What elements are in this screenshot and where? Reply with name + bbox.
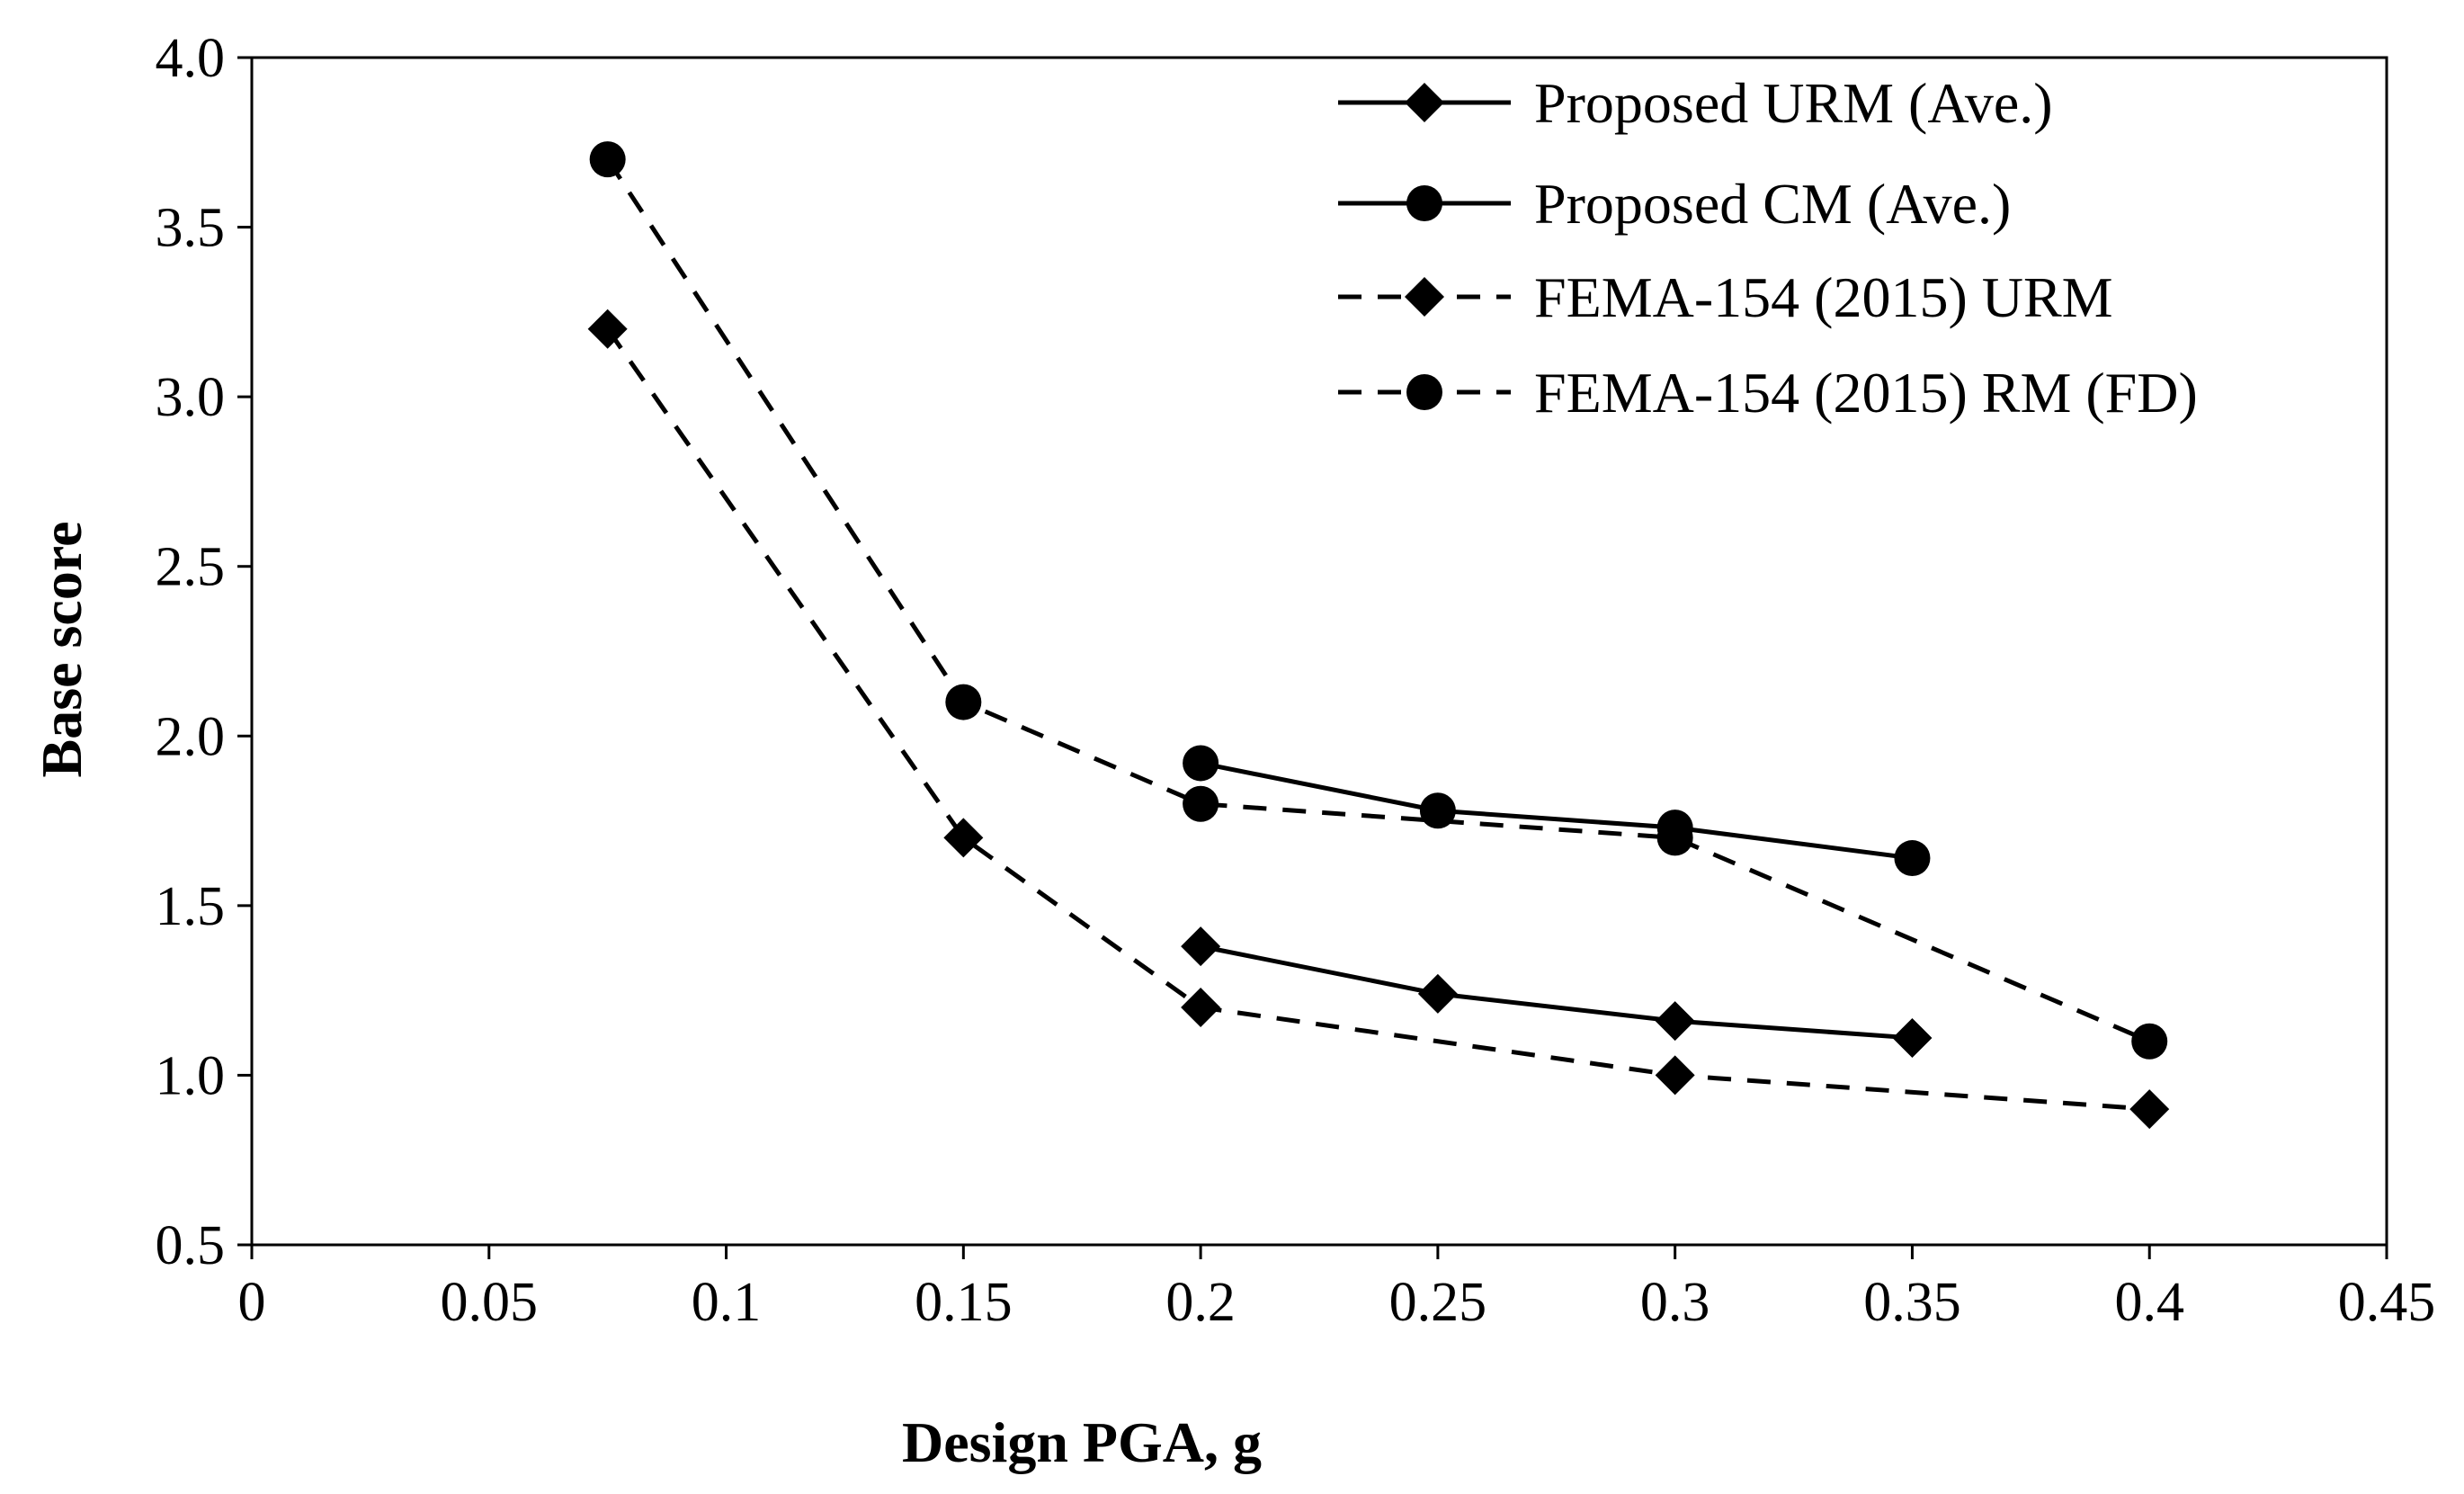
y-tick-label: 2.5 — [156, 537, 226, 598]
data-point — [2129, 1089, 2170, 1130]
data-point — [1417, 973, 1458, 1014]
data-point — [2131, 1023, 2168, 1060]
plot-area-border — [250, 56, 2388, 1247]
data-point — [1181, 988, 1221, 1027]
data-point — [1892, 1017, 1933, 1058]
legend-item: FEMA-154 (2015) RM (FD) — [1338, 361, 2198, 425]
series-line — [1200, 944, 1913, 1041]
data-point — [589, 141, 626, 178]
x-tick-label: 0.35 — [1863, 1272, 1961, 1333]
x-tick-label: 0.3 — [1640, 1272, 1710, 1333]
x-tick-label: 0.45 — [2338, 1272, 2436, 1333]
data-point — [1655, 1055, 1695, 1096]
x-tick-label: 0.4 — [2114, 1272, 2184, 1333]
series-1 — [1181, 926, 1933, 1058]
legend-marker — [1406, 374, 1442, 410]
x-tick-label: 0.15 — [915, 1272, 1013, 1333]
x-axis-title: Design PGA, g — [902, 1410, 1262, 1474]
legend-label: FEMA-154 (2015) RM (FD) — [1534, 361, 2198, 425]
data-point — [1894, 840, 1931, 877]
data-point — [945, 684, 982, 720]
data-point — [1183, 745, 1219, 782]
legend-marker — [1406, 185, 1442, 221]
y-tick-label: 3.0 — [156, 367, 226, 428]
data-point — [1181, 926, 1221, 967]
legend-item: FEMA-154 (2015) URM — [1338, 265, 2113, 329]
data-point — [587, 309, 628, 349]
series-line — [1200, 761, 1913, 861]
series-3 — [587, 309, 2170, 1130]
legend: Proposed URM (Ave.) Proposed CM (Ave.) FEM… — [1338, 71, 2198, 425]
legend-label: Proposed URM (Ave.) — [1534, 71, 2053, 135]
legend-label: FEMA-154 (2015) URM — [1534, 265, 2113, 329]
legend-marker — [1405, 277, 1444, 317]
y-tick-label: 2.0 — [156, 706, 226, 767]
data-point — [1183, 785, 1219, 822]
x-tick-label: 0.2 — [1165, 1272, 1236, 1333]
legend-label: Proposed CM (Ave.) — [1534, 172, 2011, 236]
y-tick-label: 3.5 — [156, 198, 226, 259]
data-point — [1656, 819, 1693, 856]
y-axis: 0.5 1.0 1.5 2.0 2.5 3.0 3.5 4.0 — [156, 28, 252, 1276]
x-tick-label: 0.05 — [441, 1272, 539, 1333]
plot-frame — [250, 56, 2388, 1247]
y-tick-label: 4.0 — [156, 28, 226, 89]
y-tick-label: 1.0 — [156, 1045, 226, 1106]
data-point — [943, 818, 984, 858]
x-tick-label: 0.25 — [1389, 1272, 1487, 1333]
legend-item: Proposed URM (Ave.) — [1338, 71, 2053, 135]
series-line — [605, 157, 2151, 1044]
y-tick-label: 0.5 — [156, 1215, 226, 1276]
series-2 — [1183, 745, 1931, 877]
y-axis-title: Base score — [30, 522, 94, 778]
x-axis: 0 0.05 0.1 0.15 0.2 0.25 0.3 0.35 0.4 0.45 — [238, 1245, 2436, 1333]
data-point — [1655, 1001, 1695, 1042]
series-4 — [589, 141, 2168, 1060]
legend-item: Proposed CM (Ave.) — [1338, 172, 2011, 236]
x-tick-label: 0 — [238, 1272, 266, 1333]
y-tick-label: 1.5 — [156, 876, 226, 937]
x-tick-label: 0.1 — [692, 1272, 762, 1333]
legend-marker — [1405, 83, 1444, 122]
series-layer — [587, 141, 2170, 1130]
